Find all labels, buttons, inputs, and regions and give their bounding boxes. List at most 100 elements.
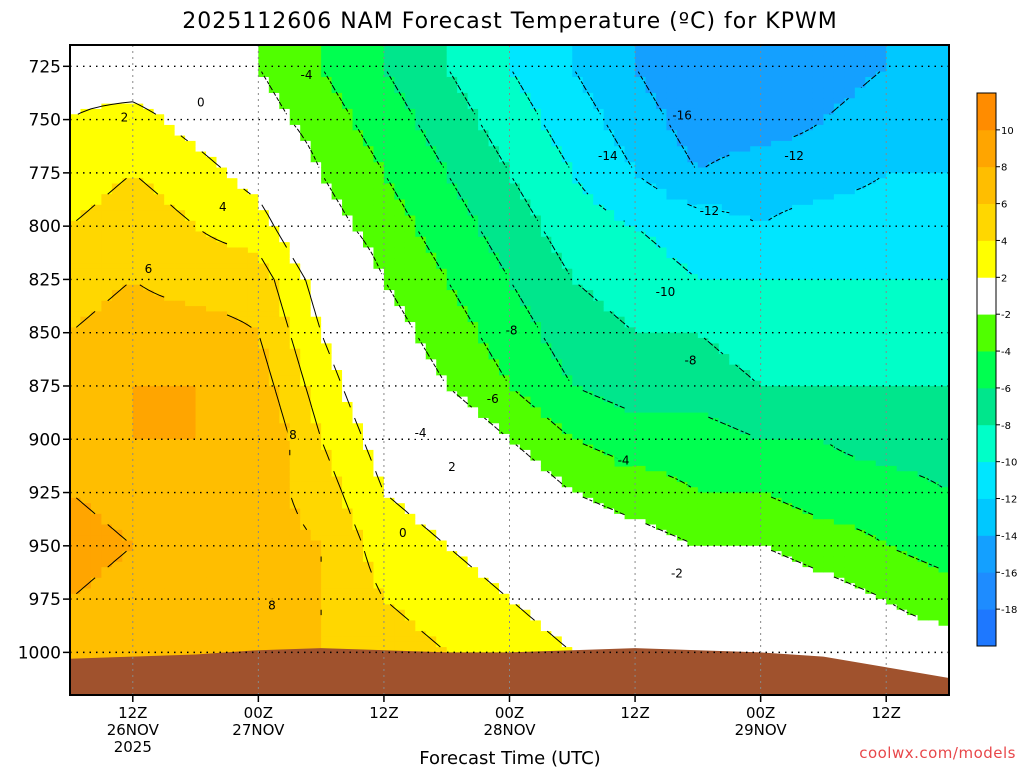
- temperature-cell: [457, 130, 469, 137]
- temperature-cell: [70, 444, 82, 451]
- temperature-cell: [394, 135, 406, 142]
- temperature-cell: [331, 167, 343, 174]
- temperature-cell: [373, 247, 385, 254]
- temperature-cell: [195, 135, 207, 142]
- temperature-cell: [415, 252, 427, 259]
- temperature-cell: [206, 401, 218, 408]
- temperature-cell: [436, 263, 448, 270]
- temperature-cell: [153, 561, 165, 568]
- temperature-cell: [70, 423, 82, 430]
- temperature-cell: [488, 295, 500, 302]
- temperature-cell: [226, 258, 239, 265]
- temperature-cell: [90, 460, 102, 467]
- temperature-cell: [383, 114, 395, 121]
- temperature-cell: [174, 401, 186, 408]
- temperature-cell: [383, 583, 395, 590]
- temperature-cell: [268, 135, 280, 142]
- temperature-cell: [143, 433, 155, 440]
- temperature-cell: [226, 583, 239, 590]
- temperature-cell: [258, 199, 270, 206]
- temperature-cell: [70, 188, 82, 195]
- temperature-cell: [415, 50, 427, 57]
- temperature-cell: [425, 449, 437, 456]
- temperature-cell: [90, 343, 102, 350]
- temperature-cell: [247, 391, 259, 398]
- temperature-cell: [446, 215, 458, 222]
- temperature-cell: [132, 135, 144, 142]
- temperature-cell: [226, 162, 239, 169]
- temperature-cell: [394, 641, 406, 648]
- temperature-cell: [289, 66, 301, 73]
- temperature-cell: [331, 588, 343, 595]
- temperature-cell: [237, 45, 249, 51]
- temperature-cell: [111, 545, 123, 552]
- temperature-cell: [383, 540, 395, 547]
- temperature-cell: [310, 306, 322, 312]
- temperature-cell: [383, 45, 395, 51]
- temperature-cell: [415, 274, 427, 281]
- temperature-cell: [237, 636, 249, 643]
- temperature-cell: [101, 247, 113, 254]
- temperature-cell: [383, 481, 395, 488]
- temperature-cell: [352, 236, 364, 243]
- temperature-cell: [143, 76, 155, 83]
- temperature-cell: [352, 50, 364, 57]
- temperature-cell: [363, 572, 375, 579]
- temperature-cell: [80, 268, 92, 275]
- temperature-cell: [185, 327, 197, 334]
- temperature-cell: [436, 471, 448, 478]
- temperature-cell: [383, 167, 395, 174]
- temperature-cell: [310, 215, 322, 222]
- temperature-cell: [467, 98, 479, 105]
- temperature-cell: [111, 156, 123, 163]
- temperature-cell: [216, 103, 228, 110]
- temperature-cell: [80, 625, 92, 632]
- temperature-cell: [153, 162, 165, 169]
- temperature-cell: [226, 316, 239, 323]
- temperature-cell: [436, 465, 448, 472]
- temperature-cell: [321, 215, 333, 222]
- temperature-cell: [258, 274, 270, 281]
- temperature-cell: [331, 274, 343, 281]
- temperature-cell: [122, 407, 134, 414]
- temperature-cell: [394, 599, 406, 606]
- temperature-cell: [143, 380, 155, 387]
- temperature-cell: [488, 492, 500, 499]
- temperature-cell: [363, 263, 375, 270]
- temperature-cell: [216, 380, 228, 387]
- temperature-cell: [279, 577, 291, 584]
- temperature-cell: [436, 284, 448, 291]
- temperature-cell: [90, 108, 102, 115]
- temperature-cell: [425, 359, 437, 366]
- temperature-cell: [467, 167, 479, 174]
- temperature-cell: [289, 199, 301, 206]
- temperature-cell: [143, 423, 155, 430]
- temperature-cell: [132, 545, 144, 552]
- temperature-cell: [310, 455, 322, 462]
- temperature-cell: [478, 247, 490, 254]
- temperature-cell: [467, 76, 479, 83]
- temperature-cell: [321, 444, 333, 451]
- temperature-cell: [425, 162, 437, 169]
- temperature-cell: [70, 140, 82, 147]
- temperature-cell: [143, 471, 155, 478]
- temperature-cell: [195, 343, 207, 350]
- temperature-cell: [404, 338, 416, 344]
- temperature-cell: [216, 599, 228, 606]
- temperature-cell: [310, 178, 322, 185]
- temperature-cell: [331, 556, 343, 563]
- temperature-cell: [425, 497, 437, 504]
- temperature-cell: [321, 503, 333, 510]
- temperature-cell: [174, 178, 186, 185]
- temperature-cell: [415, 354, 427, 360]
- temperature-cell: [342, 439, 354, 446]
- temperature-cell: [226, 508, 239, 515]
- temperature-cell: [247, 647, 259, 653]
- temperature-cell: [436, 92, 448, 99]
- temperature-cell: [467, 636, 479, 643]
- temperature-cell: [331, 98, 343, 105]
- temperature-cell: [111, 236, 123, 243]
- temperature-cell: [457, 503, 469, 510]
- temperature-cell: [467, 593, 479, 600]
- temperature-cell: [478, 322, 490, 328]
